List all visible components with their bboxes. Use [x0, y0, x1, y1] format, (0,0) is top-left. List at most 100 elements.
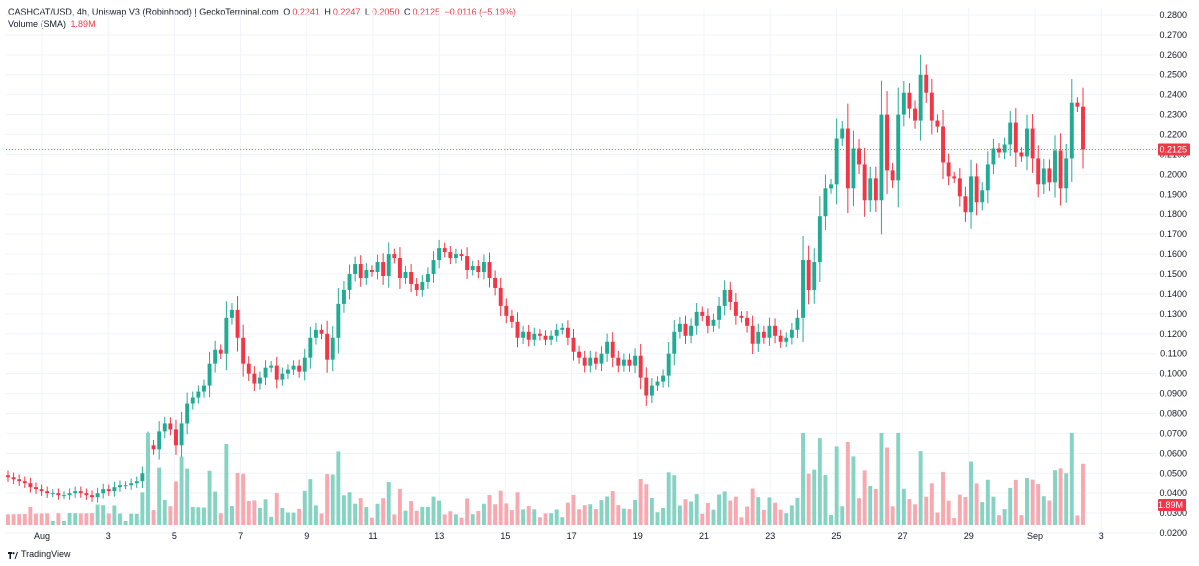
- candle-body: [801, 260, 806, 318]
- candle-body: [879, 114, 884, 201]
- volume-bar: [1064, 473, 1069, 525]
- candle-body: [375, 262, 380, 273]
- candle-body: [162, 423, 167, 432]
- volume-bar: [106, 513, 111, 525]
- volume-bar: [358, 498, 363, 525]
- volume-bar: [442, 514, 447, 525]
- candle-body: [1019, 152, 1024, 157]
- candle-body: [358, 264, 363, 278]
- volume-bar: [784, 513, 789, 525]
- last-price-label: 0.2125: [1159, 144, 1187, 154]
- volume-bar: [812, 469, 817, 525]
- volume-bar: [39, 513, 44, 525]
- candle-body: [963, 196, 968, 213]
- candle-body: [224, 317, 229, 354]
- candle-body: [834, 138, 839, 185]
- volume-bar: [437, 500, 442, 525]
- volume-bar: [722, 491, 727, 525]
- candle-body: [453, 254, 458, 259]
- candle-body: [1013, 122, 1018, 153]
- volume-bar: [885, 447, 889, 525]
- volume-bar: [689, 501, 694, 525]
- y-tick-label: 0.2500: [1159, 70, 1187, 80]
- candle-body: [717, 305, 722, 320]
- close-value: 0.2125: [412, 7, 440, 17]
- volume-bar: [711, 509, 716, 525]
- candle-body: [437, 248, 442, 261]
- volume-bar: [991, 496, 996, 525]
- volume-bar: [974, 483, 979, 525]
- volume-bar: [739, 517, 744, 525]
- x-tick-label: 3: [1099, 531, 1104, 541]
- candle-body: [549, 335, 554, 340]
- volume-bar: [560, 517, 565, 525]
- y-tick-label: 0.2300: [1159, 110, 1187, 120]
- x-tick-label: 29: [964, 531, 974, 541]
- volume-bar: [717, 494, 722, 525]
- volume-bar: [386, 482, 391, 525]
- volume-bar: [829, 514, 834, 525]
- volume-label: Volume (SMA): [8, 19, 67, 29]
- volume-bar: [84, 513, 89, 525]
- volume-bar: [929, 483, 934, 525]
- volume-bar: [543, 513, 548, 525]
- volume-bar: [308, 479, 313, 525]
- candle-body: [319, 329, 324, 334]
- x-tick-label: 11: [368, 531, 377, 541]
- y-tick-label: 0.1500: [1159, 269, 1187, 279]
- candle-body: [969, 176, 973, 213]
- volume-bar: [963, 497, 968, 525]
- candle-body: [118, 485, 122, 488]
- candle-body: [218, 349, 223, 354]
- candle-body: [605, 341, 610, 354]
- x-tick-label: 7: [238, 531, 243, 541]
- volume-bar: [246, 501, 251, 525]
- volume-bar: [823, 475, 828, 525]
- candle-body: [974, 176, 979, 203]
- candle-body: [431, 260, 436, 274]
- volume-legend: Volume (SMA) 1.89M: [8, 18, 98, 30]
- volume-bar: [134, 513, 139, 525]
- candle-body: [655, 381, 660, 386]
- candle-body: [1047, 168, 1052, 183]
- candle-body: [627, 359, 632, 366]
- candle-body: [515, 321, 520, 338]
- candle-body: [381, 262, 386, 276]
- volume-bar: [756, 497, 761, 525]
- x-tick-label: Aug: [34, 531, 50, 541]
- candle-body: [1008, 122, 1013, 145]
- volume-bar: [448, 511, 453, 525]
- candle-body: [229, 309, 234, 318]
- candle-body: [28, 483, 33, 488]
- candle-body: [795, 317, 800, 330]
- volume-bar: [465, 498, 470, 525]
- volume-bar: [515, 492, 520, 525]
- y-tick-label: 0.1800: [1159, 209, 1187, 219]
- y-tick-label: 0.1900: [1159, 189, 1187, 199]
- candle-body: [560, 327, 565, 330]
- candle-body: [241, 337, 246, 364]
- candle-body: [459, 254, 464, 257]
- volume-bar: [1041, 496, 1046, 525]
- candle-body: [470, 266, 475, 271]
- candle-body: [817, 216, 822, 263]
- candle-body: [341, 289, 346, 304]
- tradingview-branding[interactable]: TradingView: [8, 549, 71, 559]
- candle-body: [112, 487, 117, 492]
- volume-bar: [644, 484, 649, 525]
- volume-bar: [532, 509, 537, 525]
- volume-bar: [593, 509, 598, 525]
- candle-body: [185, 403, 190, 424]
- volume-bar: [1025, 478, 1029, 525]
- volume-bar: [840, 506, 845, 525]
- tradingview-text: TradingView: [21, 549, 71, 559]
- candle-body: [840, 128, 845, 139]
- candle-body: [638, 355, 643, 378]
- volume-bar: [431, 496, 436, 525]
- candle-body: [767, 325, 772, 338]
- candle-body: [95, 493, 100, 498]
- volume-bar: [997, 515, 1001, 525]
- x-tick-label: 23: [765, 531, 775, 541]
- volume-bar: [420, 506, 425, 525]
